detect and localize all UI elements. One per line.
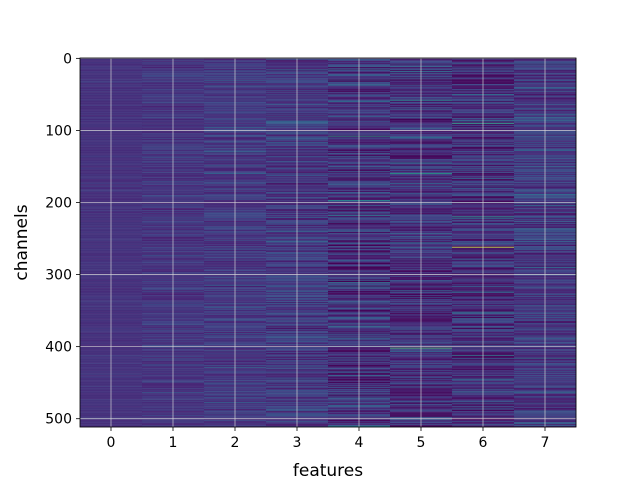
grid-lines [80,57,576,427]
y-axis-ticks: 0 100 200 300 400 500 [45,51,80,428]
x-tick-label: 2 [231,435,240,451]
x-tick-label: 1 [169,435,178,451]
x-tick-label: 0 [107,435,116,451]
y-tick-label: 300 [45,268,72,284]
x-tick-label: 7 [541,435,550,451]
y-axis-label: channels [12,204,32,280]
y-tick-label: 100 [45,123,72,139]
plot-area [79,57,577,428]
heatmap-cells [80,58,577,428]
y-tick-label: 500 [45,412,72,428]
x-axis-ticks: 0 1 2 3 4 5 6 7 [107,427,550,451]
plot-frame [79,57,577,428]
y-tick-label: 0 [63,51,72,67]
x-tick-label: 4 [355,435,364,451]
x-tick-label: 3 [293,435,302,451]
y-tick-label: 200 [45,196,72,212]
x-tick-label: 5 [417,435,426,451]
x-tick-label: 6 [479,435,488,451]
y-tick-label: 400 [45,340,72,356]
x-axis-label: features [293,461,363,480]
